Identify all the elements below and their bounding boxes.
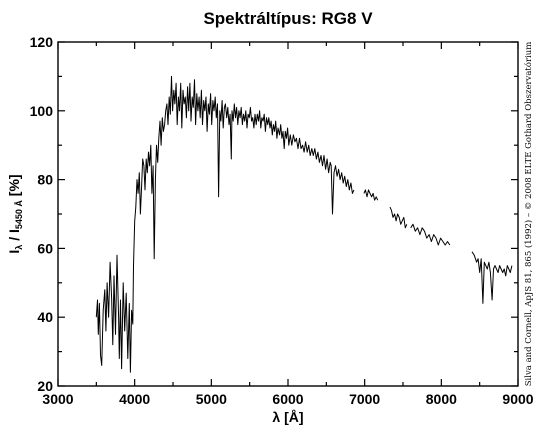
y-tick-label: 120 <box>30 34 54 50</box>
y-axis-label-sep: / I <box>6 229 22 245</box>
x-tick-label: 3000 <box>42 391 73 407</box>
y-axis-label-sub-ref: 5450 Å <box>14 200 24 230</box>
credit-text: Silva and Cornell, ApJS 81, 865 (1992) –… <box>523 42 534 387</box>
spectrum-segment <box>410 223 451 246</box>
x-tick-label: 6000 <box>272 391 303 407</box>
x-tick-label: 9000 <box>502 391 533 407</box>
x-axis-label-close: ] <box>299 409 304 425</box>
x-tick-label: 8000 <box>426 391 457 407</box>
x-axis-label-main: λ [ <box>272 409 289 425</box>
y-tick-label: 100 <box>30 103 54 119</box>
chart-title: Spektráltípus: RG8 V <box>203 9 373 28</box>
spectrum-segment <box>363 189 379 201</box>
x-tick-label: 5000 <box>196 391 227 407</box>
plot-frame <box>57 41 519 387</box>
x-axis-label: λ [Å] <box>272 409 303 425</box>
y-axis-label-base: I <box>6 250 22 254</box>
spectrum-segment <box>471 251 513 304</box>
x-axis-label-unit: Å <box>289 409 299 425</box>
y-tick-label: 40 <box>37 309 53 325</box>
spectrum-segment <box>389 206 408 229</box>
spectrum-segment <box>95 75 355 373</box>
y-tick-label: 80 <box>37 172 53 188</box>
axis-tick-labels: 3000 4000 5000 6000 7000 8000 9000 20 40 60 80 100 1… <box>30 34 534 407</box>
x-tick-label: 7000 <box>349 391 380 407</box>
spectrum-series <box>95 75 513 373</box>
y-tick-label: 60 <box>37 240 53 256</box>
y-axis-label-unit: [%] <box>6 174 22 200</box>
y-axis-label-sub-lambda: λ <box>14 245 24 250</box>
x-tick-label: 4000 <box>119 391 150 407</box>
y-tick-label: 20 <box>37 378 53 394</box>
y-axis-label: Iλ / I5450 Å [%] <box>6 174 24 253</box>
